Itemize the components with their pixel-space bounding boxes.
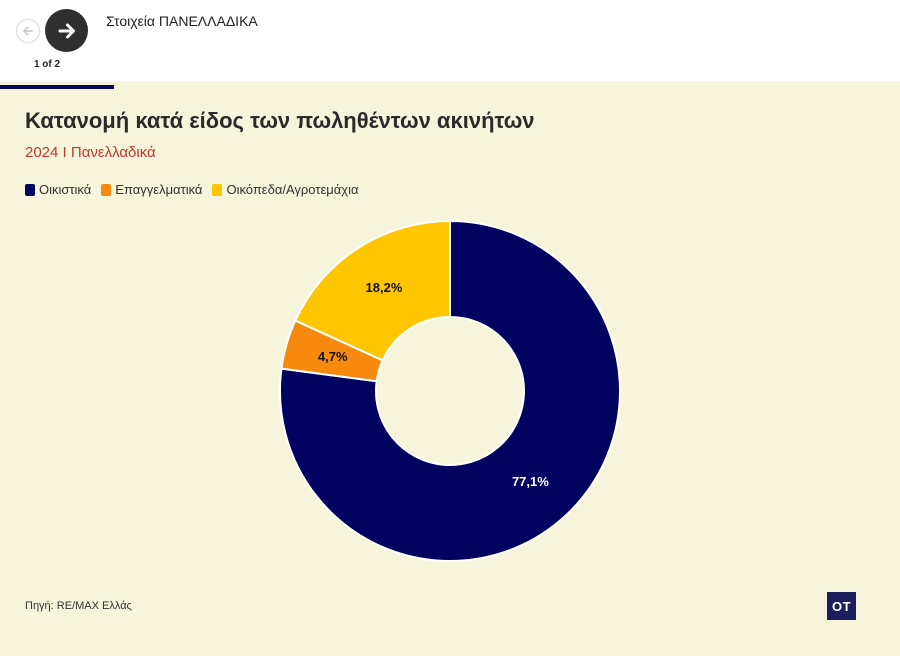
legend-swatch-land xyxy=(212,183,223,196)
legend-swatch-commercial xyxy=(101,183,112,196)
next-button[interactable] xyxy=(45,9,88,52)
data-label-residential: 77,1% xyxy=(512,474,549,489)
legend-item-commercial: Επαγγελματικά xyxy=(101,182,202,197)
story-title: Στοιχεία ΠΑΝΕΛΛΑΔΙΚΑ xyxy=(106,13,258,29)
legend-label-commercial: Επαγγελματικά xyxy=(115,182,203,197)
previous-button[interactable] xyxy=(16,19,40,43)
donut-slice-residential xyxy=(279,219,621,562)
chart-legend: Οικιστικά Επαγγελματικά Οικόπεδα/Αγροτεμ… xyxy=(25,182,359,197)
source-note: Πηγή: RE/MAX Ελλάς xyxy=(25,600,132,612)
donut-slice-land xyxy=(293,219,451,362)
legend-swatch-residential xyxy=(25,183,35,196)
legend-item-land: Οικόπεδα/Αγροτεμάχια xyxy=(212,182,359,197)
legend-label-land: Οικόπεδα/Αγροτεμάχια xyxy=(226,182,359,197)
data-label-land: 18,2% xyxy=(366,280,403,295)
chart-title: Κατανομή κατά είδος των πωληθέντων ακινή… xyxy=(25,108,535,133)
top-bar: 1 of 2 Στοιχεία ΠΑΝΕΛΛΑΔΙΚΑ xyxy=(0,0,900,80)
data-label-commercial: 4,7% xyxy=(318,349,348,364)
legend-label-residential: Οικιστικά xyxy=(39,182,92,197)
arrow-left-icon xyxy=(23,26,33,36)
story-progress-bar xyxy=(0,85,114,89)
arrow-right-icon xyxy=(58,23,75,38)
legend-item-residential: Οικιστικά xyxy=(25,182,91,197)
chart-subtitle: 2024 Ι Πανελλαδικά xyxy=(25,144,156,161)
publisher-logo: OT xyxy=(827,592,856,620)
page-indicator: 1 of 2 xyxy=(33,59,61,70)
